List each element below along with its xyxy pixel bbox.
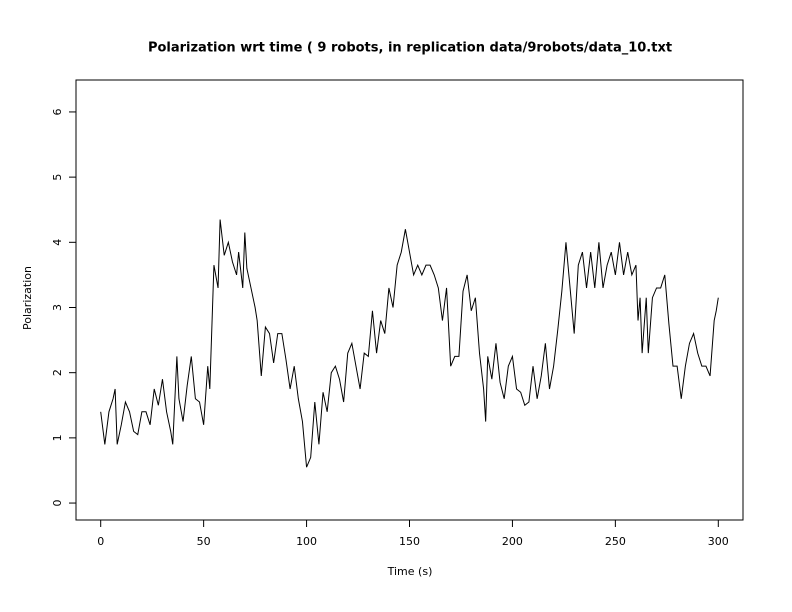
data-line — [100, 219, 719, 468]
y-axis-label: Polarization — [21, 266, 34, 330]
x-tick-label: 50 — [197, 535, 211, 548]
y-tick-label: 6 — [51, 108, 64, 115]
x-tick-label: 300 — [708, 535, 729, 548]
y-tick-label: 0 — [51, 500, 64, 507]
y-tick-label: 3 — [51, 304, 64, 311]
y-tick-label: 2 — [51, 369, 64, 376]
x-tick-label: 0 — [97, 535, 104, 548]
x-tick-label: 200 — [502, 535, 523, 548]
y-tick-label: 5 — [51, 174, 64, 181]
x-axis-label: Time (s) — [387, 565, 433, 578]
plot-frame — [75, 79, 744, 521]
chart-title: Polarization wrt time ( 9 robots, in rep… — [148, 41, 672, 56]
x-tick-label: 250 — [605, 535, 626, 548]
x-tick-label: 150 — [399, 535, 420, 548]
x-tick-label: 100 — [296, 535, 317, 548]
y-tick-label: 4 — [51, 239, 64, 246]
y-tick-label: 1 — [51, 434, 64, 441]
